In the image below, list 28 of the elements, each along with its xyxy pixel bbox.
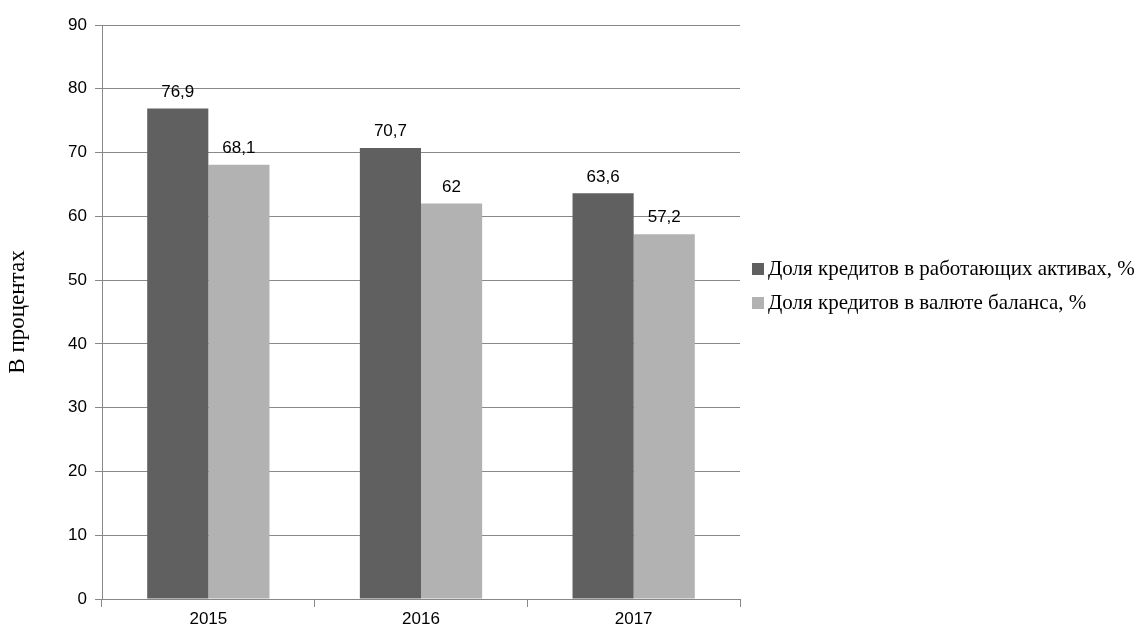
- data-label: 76,9: [161, 81, 195, 101]
- data-label: 62: [442, 176, 462, 196]
- legend-label: Доля кредитов в валюте баланса, %: [768, 289, 1087, 315]
- data-label: 70,7: [373, 121, 407, 141]
- y-tick-label: 60: [68, 206, 87, 226]
- x-tick-label: 2017: [614, 608, 653, 628]
- data-label: 63,6: [586, 166, 620, 186]
- y-tick-label: 10: [68, 524, 87, 544]
- y-axis-title: В процентах: [3, 249, 29, 374]
- y-tick-label: 90: [68, 14, 87, 34]
- x-tick-label: 2016: [402, 608, 440, 628]
- y-tick-label: 20: [68, 461, 87, 481]
- y-tick-label: 70: [68, 142, 87, 162]
- bar: [147, 108, 209, 599]
- bar: [572, 193, 634, 599]
- bar: [359, 148, 421, 599]
- y-tick-label: 30: [68, 397, 87, 417]
- x-tick-label: 2015: [189, 608, 228, 628]
- y-tick-label: 80: [68, 78, 87, 98]
- y-tick-label: 0: [77, 588, 87, 608]
- bar: [208, 164, 270, 599]
- legend-label: Доля кредитов в работающих активах, %: [768, 255, 1135, 281]
- data-label: 57,2: [647, 207, 681, 227]
- y-tick-label: 50: [68, 269, 87, 289]
- data-label: 68,1: [222, 137, 256, 157]
- y-tick-label: 40: [68, 333, 87, 353]
- bar: [633, 234, 695, 599]
- bar: [421, 203, 483, 599]
